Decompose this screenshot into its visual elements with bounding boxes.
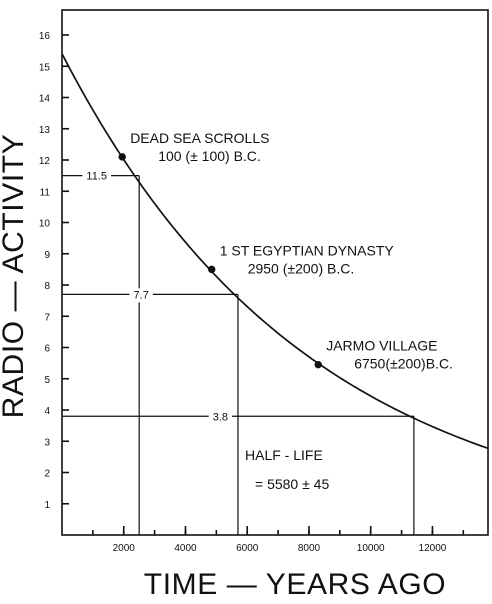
y-tick-label: 14 bbox=[39, 94, 51, 105]
dead-sea-scrolls-point bbox=[118, 153, 126, 161]
ref-7-7-label: 7.7 bbox=[134, 289, 149, 301]
y-tick-label: 13 bbox=[39, 125, 51, 136]
x-tick-label: 10000 bbox=[357, 543, 385, 554]
jarmo-village-label-line-1: JARMO VILLAGE bbox=[326, 338, 437, 354]
first-egyptian-dynasty-label-line-1: 1 ST EGYPTIAN DYNASTY bbox=[220, 242, 395, 258]
ref-3-8-label: 3.8 bbox=[213, 411, 228, 423]
ref-3-8-label-background bbox=[208, 410, 233, 425]
first-egyptian-dynasty-point bbox=[208, 265, 216, 274]
y-tick-label: 6 bbox=[44, 344, 50, 355]
dead-sea-scrolls-label-line-1: DEAD SEA SCROLLS bbox=[130, 130, 269, 146]
y-tick-label: 15 bbox=[39, 62, 51, 73]
y-axis-title: RADIO — ACTIVITY bbox=[0, 134, 30, 419]
points-layer: DEAD SEA SCROLLS 100 (± 100) B.C. 1 ST EGY… bbox=[118, 130, 453, 372]
x-tick-label: 6000 bbox=[236, 543, 259, 554]
x-tick-label: 2000 bbox=[113, 543, 136, 554]
y-tick-label: 11 bbox=[40, 187, 51, 198]
ref-11-5-label: 11.5 bbox=[86, 171, 107, 183]
y-tick-label: 4 bbox=[44, 406, 50, 417]
ref-7-7-label-background bbox=[129, 288, 153, 303]
y-tick-label: 9 bbox=[44, 250, 50, 261]
y-tick-label: 3 bbox=[44, 437, 50, 448]
y-tick-label: 16 bbox=[39, 31, 51, 42]
jarmo-village-point bbox=[314, 360, 322, 369]
x-tick-label: 4000 bbox=[174, 543, 197, 554]
y-tick-label: 2 bbox=[44, 469, 50, 480]
y-tick-label: 8 bbox=[44, 281, 50, 292]
y-tick-label: 7 bbox=[44, 312, 50, 323]
plot-frame bbox=[61, 9, 489, 536]
annotation-layer: HALF - LIFE = 5580 ± 45 bbox=[245, 447, 329, 492]
jarmo-village-label-line-2: 6750(±200)B.C. bbox=[354, 356, 453, 372]
y-tick-label: 10 bbox=[39, 219, 51, 230]
x-tick-label: 12000 bbox=[419, 543, 447, 554]
guides-layer: 11.5 7.7 3.8 bbox=[62, 169, 415, 535]
curve-layer bbox=[61, 53, 489, 450]
y-tick-label: 12 bbox=[39, 156, 51, 167]
dead-sea-scrolls-label-line-2: 100 (± 100) B.C. bbox=[158, 148, 261, 164]
first-egyptian-dynasty-label-line-2: 2950 (±200) B.C. bbox=[248, 260, 355, 276]
decay-curve-line bbox=[61, 53, 489, 450]
y-tick-label: 5 bbox=[44, 375, 50, 386]
ref-11-5-label-background bbox=[82, 169, 112, 184]
x-tick-label: 8000 bbox=[298, 543, 321, 554]
y-tick-label: 1 bbox=[44, 500, 50, 511]
half-life-annotation-line-1: HALF - LIFE bbox=[245, 447, 323, 463]
half-life-annotation-line-2: = 5580 ± 45 bbox=[255, 476, 329, 492]
titles-layer: TIME — YEARS AGO RADIO — ACTIVITY bbox=[0, 134, 446, 601]
x-axis-title: TIME — YEARS AGO bbox=[144, 568, 446, 599]
